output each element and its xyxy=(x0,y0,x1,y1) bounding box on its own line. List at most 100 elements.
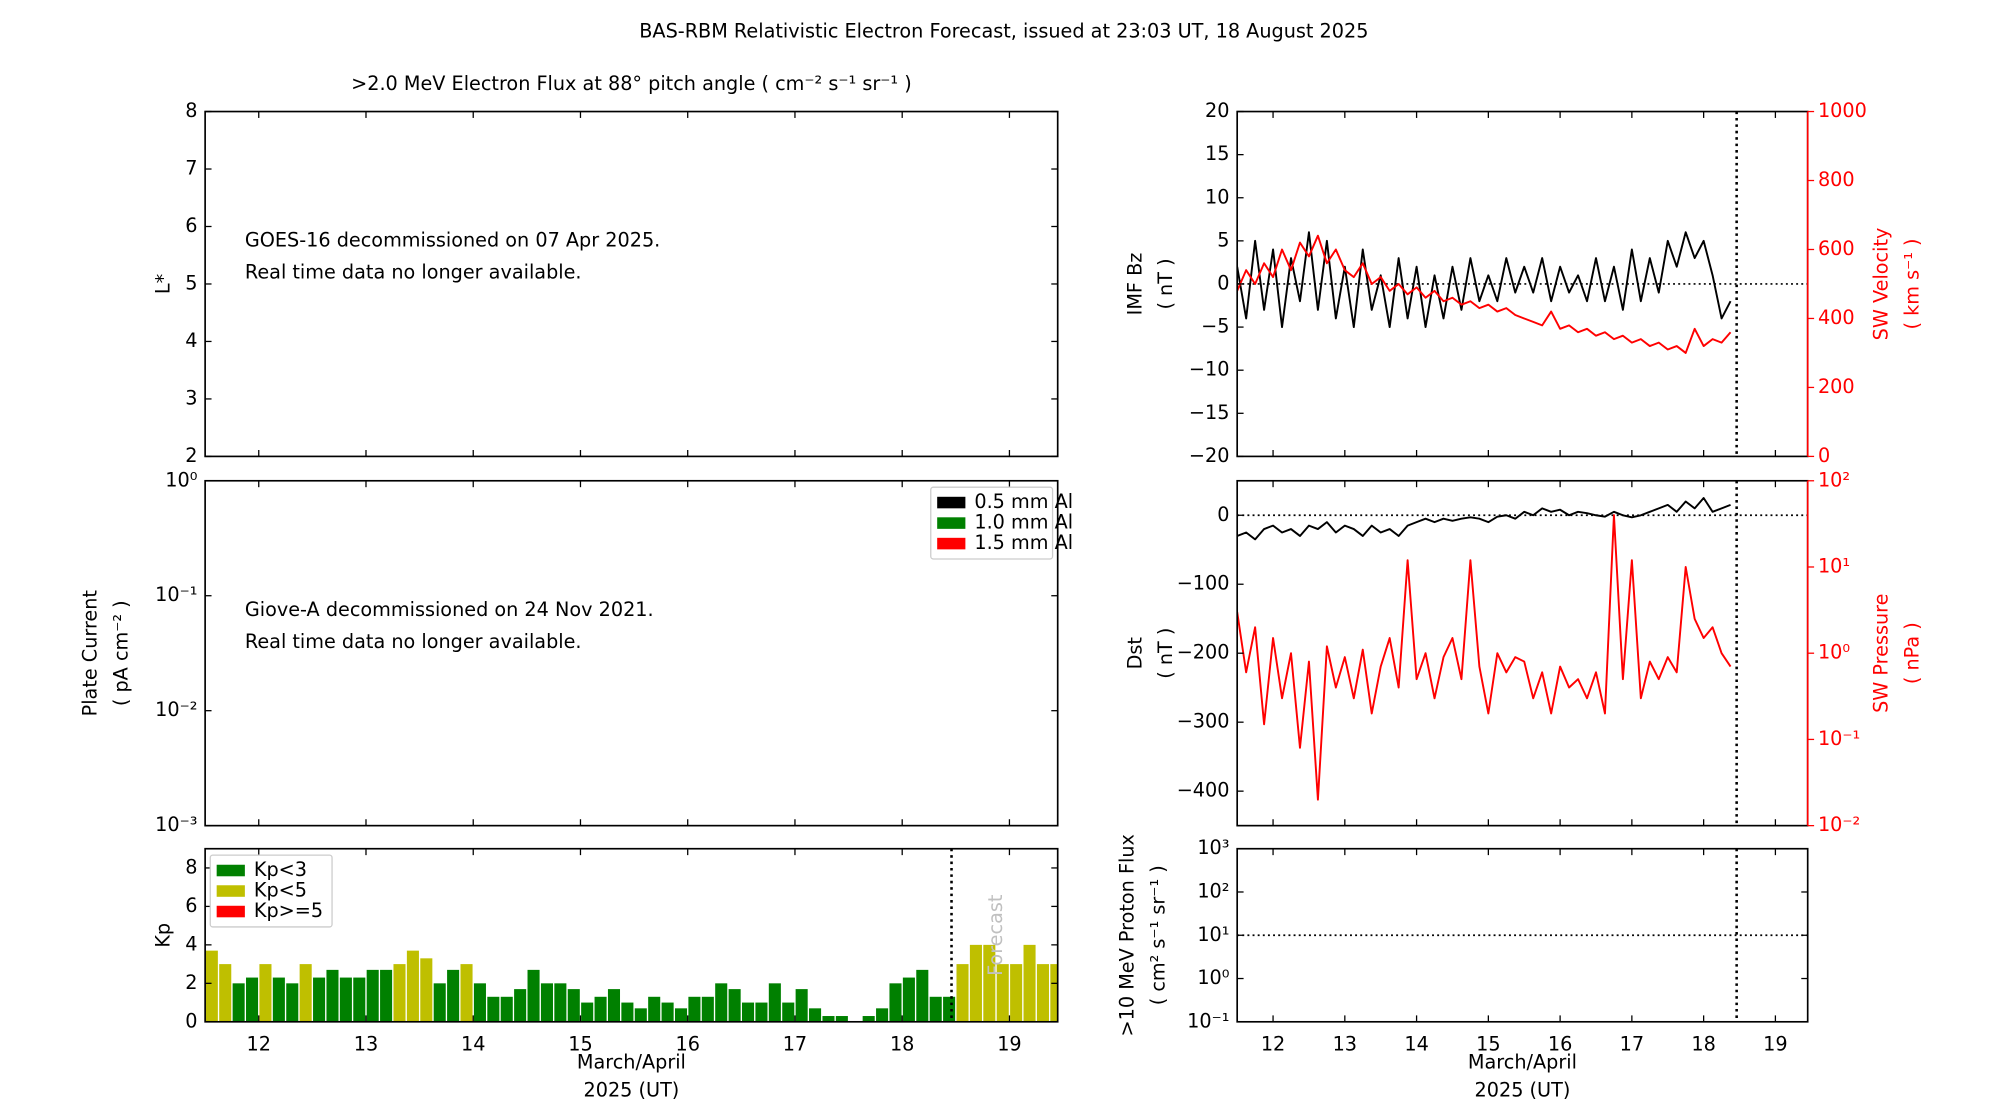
legend-label: Kp>=5 xyxy=(254,899,323,922)
y2-tick-label: 1000 xyxy=(1818,99,1867,122)
y-tick-label: −5 xyxy=(1201,315,1229,338)
x-axis-label: March/April xyxy=(1468,1050,1577,1073)
axes-frame xyxy=(1236,847,1809,1023)
y-axis-label: Kp xyxy=(152,923,175,948)
bar xyxy=(272,977,285,1022)
y-tick-label: −400 xyxy=(1177,779,1230,802)
annotation: GOES-16 decommissioned on 07 Apr 2025. xyxy=(245,229,660,252)
legend-swatch xyxy=(937,496,966,509)
plot-area xyxy=(1237,111,1808,457)
bar xyxy=(339,977,352,1022)
x-axis-label: 2025 (UT) xyxy=(583,1079,679,1100)
y-tick-label: −10 xyxy=(1189,358,1230,381)
bar xyxy=(1036,964,1049,1022)
bar xyxy=(809,1008,822,1022)
plot-area xyxy=(205,848,1058,1022)
bar xyxy=(621,1002,634,1022)
y-tick-label: −15 xyxy=(1189,401,1230,424)
y-axis-label: IMF Bz xyxy=(1123,253,1146,316)
bar xyxy=(527,969,540,1022)
legend-label: 1.0 mm Al xyxy=(974,511,1073,534)
legend-swatch xyxy=(216,864,245,877)
bar xyxy=(299,964,312,1022)
x-axis-label: March/April xyxy=(577,1050,686,1073)
legend-swatch xyxy=(216,885,245,897)
bar xyxy=(956,964,969,1022)
x-tick-label: 12 xyxy=(1261,1032,1285,1055)
y-tick-label: 7 xyxy=(185,157,197,180)
y2-axis-label: SW Velocity xyxy=(1870,228,1893,341)
annotation: Real time data no longer available. xyxy=(245,630,582,653)
bar xyxy=(889,983,902,1022)
bar xyxy=(326,969,339,1022)
annotation: Real time data no longer available. xyxy=(245,261,582,284)
x-axis-label: 2025 (UT) xyxy=(1475,1079,1571,1100)
bar xyxy=(1050,964,1058,1022)
y-tick-label: 10⁰ xyxy=(1197,966,1229,989)
legend-swatch xyxy=(216,905,245,918)
bar xyxy=(795,989,808,1022)
y2-axis-label: SW Pressure xyxy=(1870,594,1893,713)
bar xyxy=(473,983,486,1022)
bar xyxy=(768,983,781,1022)
y-axis-label: ( nT ) xyxy=(1154,258,1177,309)
bar xyxy=(366,969,379,1022)
bar xyxy=(514,989,527,1022)
y2-tick-label: 0 xyxy=(1818,444,1830,467)
bar xyxy=(487,996,500,1022)
y-tick-label: 0 xyxy=(1217,271,1229,294)
bar xyxy=(540,983,553,1022)
y2-tick-label: 10⁻¹ xyxy=(1818,727,1860,750)
legend-swatch xyxy=(937,517,966,529)
bar xyxy=(715,983,728,1022)
bar xyxy=(500,996,513,1022)
y-tick-label: −300 xyxy=(1177,710,1230,733)
bar xyxy=(634,1008,647,1022)
x-tick-label: 15 xyxy=(1476,1032,1500,1055)
y2-tick-label: 10² xyxy=(1818,468,1850,491)
x-tick-label: 18 xyxy=(1691,1032,1715,1055)
data-line xyxy=(1237,231,1732,329)
bar xyxy=(742,1002,755,1022)
y2-tick-label: 10¹ xyxy=(1818,554,1850,577)
bar xyxy=(862,1016,875,1022)
bar xyxy=(983,944,996,1022)
y-axis-label: ( pA cm⁻² ) xyxy=(109,600,132,706)
y-tick-label: 10³ xyxy=(1197,836,1229,859)
bar xyxy=(822,1016,835,1022)
x-tick-label: 16 xyxy=(1548,1032,1572,1055)
bar xyxy=(782,1002,795,1022)
y-tick-label: 4 xyxy=(185,932,197,955)
y-tick-label: 5 xyxy=(185,271,197,294)
y-tick-label: −20 xyxy=(1189,444,1230,467)
bar xyxy=(969,944,982,1022)
x-tick-label: 15 xyxy=(568,1032,592,1055)
axes-frame xyxy=(204,110,1059,458)
bar xyxy=(661,1002,674,1022)
data-line xyxy=(1237,497,1731,541)
bar xyxy=(447,969,460,1022)
y-tick-label: 10⁻² xyxy=(155,698,197,721)
bar xyxy=(674,1008,688,1022)
bar xyxy=(554,983,567,1022)
x-tick-label: 14 xyxy=(461,1032,485,1055)
bar xyxy=(728,989,741,1022)
bar xyxy=(594,996,607,1022)
bar xyxy=(1023,944,1036,1022)
y-tick-label: 0 xyxy=(1217,503,1229,526)
y2-axis-label: ( km s⁻¹ ) xyxy=(1900,238,1923,329)
bar xyxy=(393,964,406,1022)
y-tick-label: 0 xyxy=(185,1009,197,1032)
bar xyxy=(943,996,956,1022)
axes-frame xyxy=(1236,110,1809,458)
x-tick-label: 18 xyxy=(890,1032,914,1055)
y-tick-label: 10⁻¹ xyxy=(1187,1009,1229,1032)
y-tick-label: 2 xyxy=(185,444,197,467)
bar xyxy=(916,969,929,1022)
y2-tick-label: 600 xyxy=(1818,237,1855,260)
bar xyxy=(581,1002,594,1022)
y-tick-label: 8 xyxy=(185,855,197,878)
y2-tick-label: 400 xyxy=(1818,306,1855,329)
bar xyxy=(406,950,419,1022)
